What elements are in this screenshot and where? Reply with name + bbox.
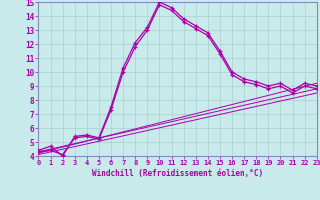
X-axis label: Windchill (Refroidissement éolien,°C): Windchill (Refroidissement éolien,°C) [92, 169, 263, 178]
